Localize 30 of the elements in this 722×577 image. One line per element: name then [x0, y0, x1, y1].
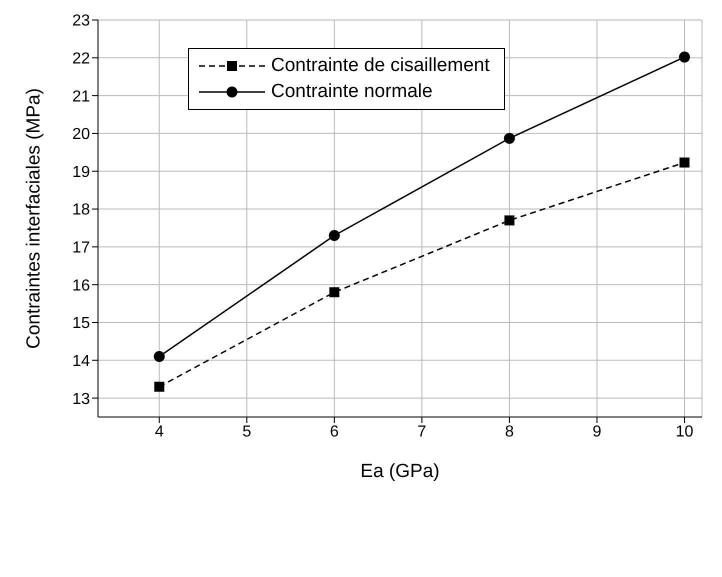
y-tick-label: 19 — [72, 164, 90, 181]
y-tick-label: 16 — [72, 277, 90, 294]
point — [678, 52, 690, 63]
point — [679, 158, 690, 168]
point — [154, 351, 165, 362]
legend-label: Contrainte de cisaillement — [271, 55, 490, 77]
y-tick-label: 23 — [72, 12, 90, 30]
y-tick-label: 17 — [72, 240, 90, 257]
point — [329, 287, 340, 298]
x-tick-label: 8 — [504, 423, 514, 440]
y-tick-label: 22 — [72, 50, 90, 68]
legend-label: Contrainte normale — [271, 81, 433, 103]
y-tick-label: 15 — [72, 315, 90, 332]
y-tick-label: 14 — [72, 352, 90, 370]
point — [154, 382, 164, 392]
x-tick-label: 10 — [676, 423, 694, 440]
x-tick-label: 5 — [242, 423, 252, 440]
point — [504, 132, 515, 144]
y-tick-label: 20 — [72, 126, 90, 144]
x-tick-label: 9 — [592, 423, 602, 440]
y-tick-label: 18 — [72, 202, 90, 219]
x-tick-label: 7 — [417, 423, 426, 440]
point — [328, 230, 340, 242]
x-axis-title: Ea (GPa) — [360, 461, 440, 482]
y-tick-label: 13 — [72, 390, 90, 408]
x-tick-label: 6 — [330, 423, 339, 440]
x-tick-label: 4 — [154, 423, 164, 440]
y-axis-title: Contraintes interfaciales (MPa) — [24, 88, 45, 349]
point — [504, 215, 514, 226]
y-tick-label: 21 — [72, 88, 90, 106]
